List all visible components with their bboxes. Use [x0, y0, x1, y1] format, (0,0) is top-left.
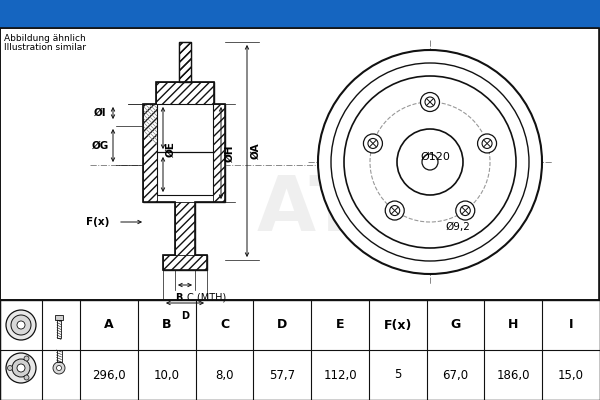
Circle shape	[12, 359, 30, 377]
Circle shape	[397, 129, 463, 195]
Circle shape	[56, 366, 62, 370]
Circle shape	[364, 134, 382, 153]
Circle shape	[17, 364, 25, 372]
Polygon shape	[143, 82, 225, 270]
Circle shape	[421, 92, 439, 112]
Circle shape	[53, 362, 65, 374]
Text: ®: ®	[382, 242, 398, 258]
Polygon shape	[179, 42, 191, 82]
Polygon shape	[179, 42, 191, 82]
Text: 67,0: 67,0	[442, 368, 469, 382]
Circle shape	[318, 50, 542, 274]
Circle shape	[425, 97, 435, 107]
Text: E: E	[336, 318, 344, 332]
Text: ATE: ATE	[256, 173, 414, 247]
Text: ØE: ØE	[166, 142, 176, 158]
Text: 410280: 410280	[355, 5, 425, 23]
Text: Ø120: Ø120	[420, 152, 450, 162]
Text: B: B	[162, 318, 172, 332]
Circle shape	[460, 206, 470, 216]
Polygon shape	[213, 104, 225, 202]
Circle shape	[6, 353, 36, 383]
Text: Abbildung ähnlich: Abbildung ähnlich	[4, 34, 86, 43]
Bar	[179, 42, 191, 82]
Text: I: I	[569, 318, 574, 332]
Text: ØH: ØH	[225, 144, 235, 162]
Circle shape	[385, 201, 404, 220]
Polygon shape	[163, 255, 207, 270]
Text: 186,0: 186,0	[497, 368, 530, 382]
Circle shape	[331, 63, 529, 261]
Bar	[0, 28, 599, 300]
Text: G: G	[451, 318, 461, 332]
Text: A: A	[104, 318, 114, 332]
Text: 5: 5	[394, 368, 401, 382]
Circle shape	[422, 154, 438, 170]
Text: 57,7: 57,7	[269, 368, 295, 382]
Text: Ø9,2: Ø9,2	[445, 222, 470, 232]
Text: 8,0: 8,0	[215, 368, 233, 382]
Polygon shape	[143, 104, 157, 202]
Text: D: D	[181, 311, 189, 321]
Circle shape	[24, 375, 29, 380]
Polygon shape	[175, 202, 195, 260]
Circle shape	[456, 201, 475, 220]
Text: ØI: ØI	[94, 108, 106, 118]
Circle shape	[344, 76, 516, 248]
Bar	[56, 350, 62, 362]
Text: D: D	[277, 318, 287, 332]
Text: 296,0: 296,0	[92, 368, 126, 382]
Circle shape	[482, 138, 492, 148]
Text: C: C	[220, 318, 229, 332]
Circle shape	[7, 366, 13, 370]
Text: F(x): F(x)	[86, 217, 110, 227]
Circle shape	[11, 315, 31, 335]
Bar	[0, 28, 600, 300]
Text: B: B	[176, 293, 183, 303]
Text: 24.0110-0280.1: 24.0110-0280.1	[102, 5, 248, 23]
Text: Illustration similar: Illustration similar	[4, 43, 86, 52]
Circle shape	[24, 356, 29, 361]
Polygon shape	[156, 82, 214, 104]
Bar	[57, 320, 61, 338]
Circle shape	[478, 134, 497, 153]
Text: H: H	[508, 318, 518, 332]
Bar	[0, 300, 600, 400]
Polygon shape	[157, 104, 213, 195]
Text: ØG: ØG	[91, 140, 109, 150]
Circle shape	[17, 321, 25, 329]
Bar	[0, 0, 600, 28]
Text: C (MTH): C (MTH)	[187, 293, 226, 303]
Bar	[55, 315, 63, 320]
Circle shape	[390, 206, 400, 216]
Circle shape	[6, 310, 36, 340]
Circle shape	[368, 138, 378, 148]
Text: 112,0: 112,0	[323, 368, 357, 382]
Text: F(x): F(x)	[383, 318, 412, 332]
Text: ØA: ØA	[251, 143, 261, 159]
Text: 15,0: 15,0	[558, 368, 584, 382]
Text: 10,0: 10,0	[154, 368, 179, 382]
